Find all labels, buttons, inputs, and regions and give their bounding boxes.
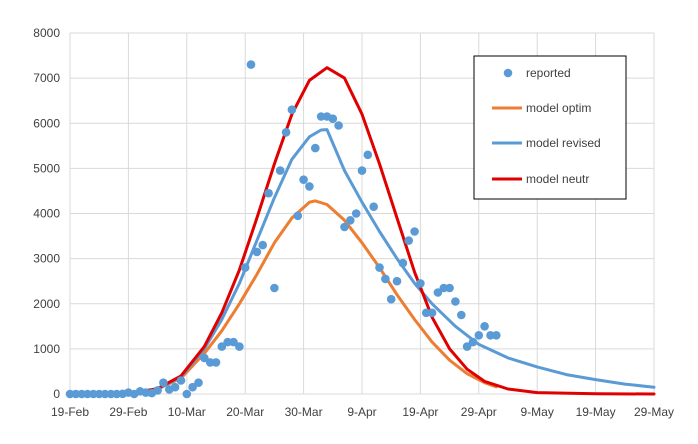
reported-point [252,247,262,257]
legend-label-model-revised: model revised [526,136,601,150]
series-layer [65,60,656,399]
reported-point [270,283,279,293]
reported-point [316,112,326,121]
y-tick-label: 1000 [33,342,60,356]
legend-label-model-optim: model optim [526,101,591,115]
reported-point [194,378,203,388]
reported-point [357,166,367,175]
reported-point [445,283,454,293]
reported-point [83,389,92,399]
legend-label-model-neutr: model neutr [526,172,589,186]
y-tick-label: 2000 [33,297,60,311]
series-line-model-revised [68,128,656,396]
x-tick-label: 19-May [576,405,616,419]
reported-point [264,188,273,198]
series-line-model-optim [68,199,498,396]
reported-point [410,227,419,236]
y-tick-label: 6000 [33,116,60,130]
reported-point [480,322,489,331]
reported-point [404,236,414,245]
y-tick-label: 3000 [33,252,60,266]
reported-point [416,279,425,288]
x-tick-label: 20-Mar [226,405,264,419]
x-tick-label: 29-Feb [109,405,147,419]
reported-point [468,337,478,347]
x-tick-label: 19-Feb [51,405,89,419]
x-tick-label: 19-Apr [402,405,438,419]
reported-point [246,60,256,69]
y-tick-label: 5000 [33,161,60,175]
reported-point [474,331,484,340]
x-tick-label: 9-May [521,405,554,419]
y-tick-label: 4000 [33,207,60,221]
reported-point [235,342,244,351]
reported-point [375,263,384,272]
reported-point [334,121,343,130]
reported-point [421,308,431,318]
legend-marker-reported [503,68,513,78]
x-tick-label: 29-Apr [461,405,497,419]
y-tick-label: 8000 [33,26,60,40]
reported-point [346,216,355,225]
reported-point [392,276,402,286]
reported-point [159,378,168,388]
reported-point [182,389,192,399]
legend-box [473,55,627,200]
reported-point [153,386,162,395]
reported-point [200,353,209,363]
y-tick-label: 0 [53,387,60,401]
axes: 0 1000 2000 3000 4000 5000 6000 7000 8000 19-Feb 2… [33,26,674,419]
legend: reported model optim model revised model ne… [473,55,627,200]
reported-point [398,258,408,268]
reported-point [381,274,390,284]
reported-point [363,150,373,160]
reported-point [427,308,437,318]
reported-point [386,294,396,304]
reported-point [369,202,379,211]
reported-point [311,143,320,153]
reported-point [258,240,268,250]
x-tick-label: 29-May [634,405,674,419]
reported-point [170,382,180,392]
reported-point [299,175,308,184]
reported-point [351,209,361,218]
reported-point [462,342,472,351]
reported-point [328,114,338,123]
reported-point [240,263,250,272]
legend-label-reported: reported [526,66,571,80]
y-tick-label: 7000 [33,71,60,85]
reported-point [281,128,291,137]
reported-point [188,382,197,392]
reported-point [340,222,349,232]
reported-point [211,358,221,367]
reported-point [293,211,303,221]
x-tick-label: 10-Mar [168,405,206,419]
reported-point [457,310,466,320]
reported-point [176,376,186,385]
reported-point [100,389,110,399]
reported-point [287,105,297,114]
series-line-model-neutr [68,66,656,396]
reported-point [71,389,81,399]
reported-point [217,342,227,351]
x-tick-label: 30-Mar [285,405,323,419]
reported-point [492,331,501,340]
x-tick-label: 9-Apr [347,405,376,419]
reported-point [275,166,285,175]
reported-point [433,288,443,297]
reported-point [451,297,460,306]
reported-point [305,182,314,191]
reported-point [229,337,238,347]
